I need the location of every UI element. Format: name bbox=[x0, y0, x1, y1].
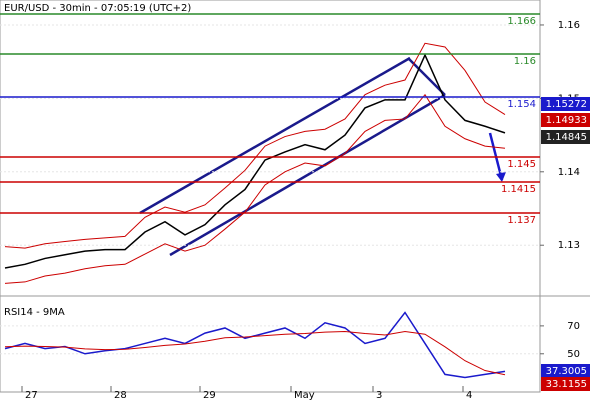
price-box bbox=[541, 113, 590, 127]
price-box bbox=[541, 377, 590, 391]
price-label: 33.1155 bbox=[546, 379, 587, 390]
chart-title: EUR/USD - 30min - 07:05:19 (UTC+2) bbox=[4, 3, 191, 14]
y-tick-label: 70 bbox=[567, 321, 580, 332]
rsi-title: RSI14 - 9MA bbox=[4, 307, 65, 318]
level-label: 1.1415 bbox=[501, 184, 536, 195]
x-tick-label: 28 bbox=[114, 390, 127, 400]
arrow-head bbox=[496, 172, 506, 182]
series-line bbox=[4, 311, 506, 379]
series-line bbox=[4, 93, 506, 284]
x-tick-label: 3 bbox=[376, 390, 382, 400]
series-line bbox=[4, 42, 506, 249]
level-label: 1.145 bbox=[507, 159, 536, 170]
y-tick-label: 1.13 bbox=[558, 240, 580, 251]
x-tick-label: 4 bbox=[466, 390, 472, 400]
x-tick-label: May bbox=[294, 390, 315, 400]
level-label: 1.16 bbox=[514, 56, 536, 67]
x-tick-label: 27 bbox=[25, 390, 38, 400]
series-line bbox=[4, 53, 506, 269]
series-line bbox=[4, 330, 506, 376]
y-tick-label: 1.14 bbox=[558, 167, 580, 178]
level-label: 1.137 bbox=[507, 215, 536, 226]
level-label: 1.166 bbox=[507, 16, 536, 27]
price-box bbox=[541, 97, 590, 111]
channel-line bbox=[169, 93, 446, 257]
price-label: 1.14845 bbox=[546, 132, 587, 143]
price-label: 37.3005 bbox=[546, 366, 587, 377]
channel-line bbox=[139, 56, 411, 215]
price-box bbox=[541, 130, 590, 144]
price-label: 1.15272 bbox=[546, 99, 587, 110]
x-tick-label: 29 bbox=[203, 390, 216, 400]
level-label: 1.154 bbox=[507, 99, 536, 110]
y-tick-label: 50 bbox=[567, 349, 580, 360]
price-box bbox=[541, 364, 590, 378]
y-tick-label: 1.16 bbox=[558, 20, 580, 31]
price-label: 1.14933 bbox=[546, 115, 587, 126]
